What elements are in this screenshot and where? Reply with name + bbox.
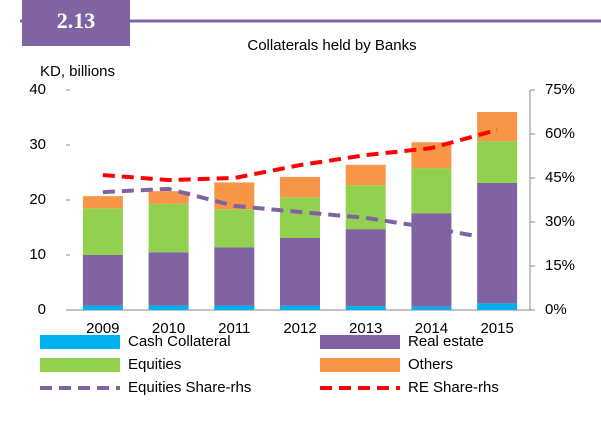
bar-segment	[411, 168, 452, 214]
bar-segment	[82, 208, 123, 255]
y2-tick-label: 30%	[545, 213, 575, 230]
bar-segment	[82, 196, 123, 209]
bar-segment	[345, 185, 386, 230]
bar-segment	[214, 209, 255, 248]
bar-segment	[345, 229, 386, 307]
bar-segment	[411, 306, 452, 310]
bar-segment	[214, 247, 255, 306]
bar-segment	[280, 305, 320, 310]
x-tick-label: 2013	[349, 320, 382, 337]
x-tick-label: 2009	[86, 320, 119, 337]
x-tick-label: 2012	[283, 320, 316, 337]
y2-tick-label: 75%	[545, 81, 575, 98]
x-tick-label: 2010	[152, 320, 185, 337]
y-tick-label: 30	[29, 136, 46, 153]
legend-label: Equities Share-rhs	[128, 379, 251, 396]
bar-segment	[148, 203, 189, 253]
y-tick-label: 20	[29, 191, 46, 208]
chart-title: Collaterals held by Banks	[247, 37, 416, 54]
bar-segment	[345, 306, 386, 310]
bar-segment	[148, 305, 189, 310]
bar-segment	[82, 255, 123, 306]
y-tick-label: 0	[38, 301, 46, 318]
x-tick-label: 2011	[218, 320, 250, 337]
x-tick-label: 2015	[480, 320, 513, 337]
bar-segment	[477, 182, 518, 304]
y-tick-label: 40	[29, 81, 46, 98]
bar-segment	[280, 176, 320, 198]
bar-segment	[148, 191, 189, 204]
y2-tick-label: 0%	[545, 301, 567, 318]
legend-swatch	[40, 335, 120, 349]
legend-label: Others	[408, 356, 453, 373]
badge-box	[22, 0, 130, 46]
legend-swatch	[320, 335, 400, 349]
legend-swatch	[40, 358, 120, 372]
badge: 2.13	[57, 8, 96, 33]
bar-segment	[148, 252, 189, 306]
bar-segment	[280, 197, 320, 238]
bar-segment	[345, 164, 386, 186]
bar-segment	[214, 305, 255, 310]
bar-segment	[477, 112, 518, 142]
y2-tick-label: 60%	[545, 125, 575, 142]
legend-swatch	[320, 358, 400, 372]
line	[102, 186, 498, 242]
y2-tick-label: 15%	[545, 257, 575, 274]
bar-segment	[477, 303, 518, 310]
y-tick-label: 10	[29, 246, 46, 263]
legend-label: Equities	[128, 356, 181, 373]
bar-segment	[280, 237, 320, 306]
x-tick-label: 2014	[415, 320, 448, 337]
y-axis-label: KD, billions	[40, 63, 115, 80]
legend-label: Real estate	[408, 333, 484, 350]
legend-label: Cash Collateral	[128, 333, 231, 350]
bar-segment	[477, 141, 518, 183]
line	[102, 127, 498, 183]
y2-tick-label: 45%	[545, 169, 575, 186]
bar-segment	[82, 305, 123, 310]
legend-label: RE Share-rhs	[408, 379, 499, 396]
